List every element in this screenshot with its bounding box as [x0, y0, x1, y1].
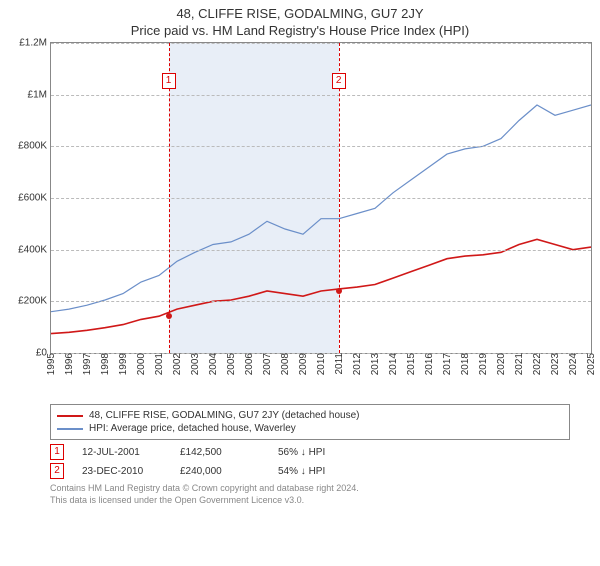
gridline-h: [51, 301, 591, 302]
y-axis-label: £800K: [18, 141, 51, 152]
x-axis-label: 2017: [442, 353, 453, 377]
event-vline: [169, 43, 170, 353]
legend-swatch: [57, 428, 83, 430]
gridline-h: [51, 250, 591, 251]
event-marker-1: 1: [162, 73, 176, 89]
event-vline: [339, 43, 340, 353]
x-axis-label: 2024: [568, 353, 579, 377]
x-axis-label: 2011: [334, 353, 345, 377]
event-date: 12-JUL-2001: [82, 447, 162, 458]
event-pct: 56% ↓ HPI: [278, 447, 358, 458]
event-dot-2: [336, 288, 342, 294]
chart-area: £0£200K£400K£600K£800K£1M£1.2M1995199619…: [0, 42, 600, 402]
x-axis-label: 1998: [100, 353, 111, 377]
y-axis-label: £400K: [18, 244, 51, 255]
footer: Contains HM Land Registry data © Crown c…: [50, 483, 570, 506]
x-axis-label: 2018: [460, 353, 471, 377]
x-axis-label: 2022: [532, 353, 543, 377]
x-axis-label: 2020: [496, 353, 507, 377]
x-axis-label: 2025: [586, 353, 597, 377]
x-axis-label: 2010: [316, 353, 327, 377]
x-axis-label: 2005: [226, 353, 237, 377]
event-date: 23-DEC-2010: [82, 466, 162, 477]
footer-line-2: This data is licensed under the Open Gov…: [50, 495, 570, 507]
x-axis-label: 2006: [244, 353, 255, 377]
x-axis-label: 2004: [208, 353, 219, 377]
event-row-marker: 2: [50, 463, 64, 479]
x-axis-label: 2008: [280, 353, 291, 377]
x-axis-label: 2007: [262, 353, 273, 377]
legend-label: 48, CLIFFE RISE, GODALMING, GU7 2JY (det…: [89, 410, 359, 421]
y-axis-label: £600K: [18, 193, 51, 204]
gridline-h: [51, 43, 591, 44]
event-row: 2 23-DEC-2010 £240,000 54% ↓ HPI: [50, 463, 600, 479]
event-list: 1 12-JUL-2001 £142,500 56% ↓ HPI 2 23-DEC-201…: [0, 444, 600, 479]
event-price: £142,500: [180, 447, 260, 458]
x-axis-label: 2002: [172, 353, 183, 377]
gridline-h: [51, 198, 591, 199]
x-axis-label: 2019: [478, 353, 489, 377]
x-axis-label: 2012: [352, 353, 363, 377]
y-axis-label: £1.2M: [19, 38, 51, 49]
x-axis-label: 2009: [298, 353, 309, 377]
x-axis-label: 2021: [514, 353, 525, 377]
price-line: [51, 239, 591, 333]
x-axis-label: 2014: [388, 353, 399, 377]
y-axis-label: £1M: [28, 89, 51, 100]
gridline-h: [51, 95, 591, 96]
legend-swatch: [57, 415, 83, 417]
legend-row: HPI: Average price, detached house, Wave…: [57, 422, 563, 435]
chart-subtitle: Price paid vs. HM Land Registry's House …: [0, 23, 600, 38]
event-pct: 54% ↓ HPI: [278, 466, 358, 477]
plot-area: £0£200K£400K£600K£800K£1M£1.2M1995199619…: [50, 42, 592, 354]
gridline-h: [51, 146, 591, 147]
x-axis-label: 2013: [370, 353, 381, 377]
footer-line-1: Contains HM Land Registry data © Crown c…: [50, 483, 570, 495]
chart-title: 48, CLIFFE RISE, GODALMING, GU7 2JY: [0, 6, 600, 21]
x-axis-label: 2015: [406, 353, 417, 377]
x-axis-label: 2003: [190, 353, 201, 377]
event-row-marker: 1: [50, 444, 64, 460]
x-axis-label: 2016: [424, 353, 435, 377]
x-axis-label: 1999: [118, 353, 129, 377]
hpi-line: [51, 105, 591, 312]
x-axis-label: 2001: [154, 353, 165, 377]
x-axis-label: 1997: [82, 353, 93, 377]
legend-row: 48, CLIFFE RISE, GODALMING, GU7 2JY (det…: [57, 409, 563, 422]
x-axis-label: 1996: [64, 353, 75, 377]
x-axis-label: 2023: [550, 353, 561, 377]
x-axis-label: 2000: [136, 353, 147, 377]
legend-label: HPI: Average price, detached house, Wave…: [89, 423, 296, 434]
x-axis-label: 1995: [46, 353, 57, 377]
event-dot-1: [166, 313, 172, 319]
event-marker-2: 2: [332, 73, 346, 89]
y-axis-label: £200K: [18, 296, 51, 307]
event-price: £240,000: [180, 466, 260, 477]
legend: 48, CLIFFE RISE, GODALMING, GU7 2JY (det…: [50, 404, 570, 440]
event-row: 1 12-JUL-2001 £142,500 56% ↓ HPI: [50, 444, 600, 460]
